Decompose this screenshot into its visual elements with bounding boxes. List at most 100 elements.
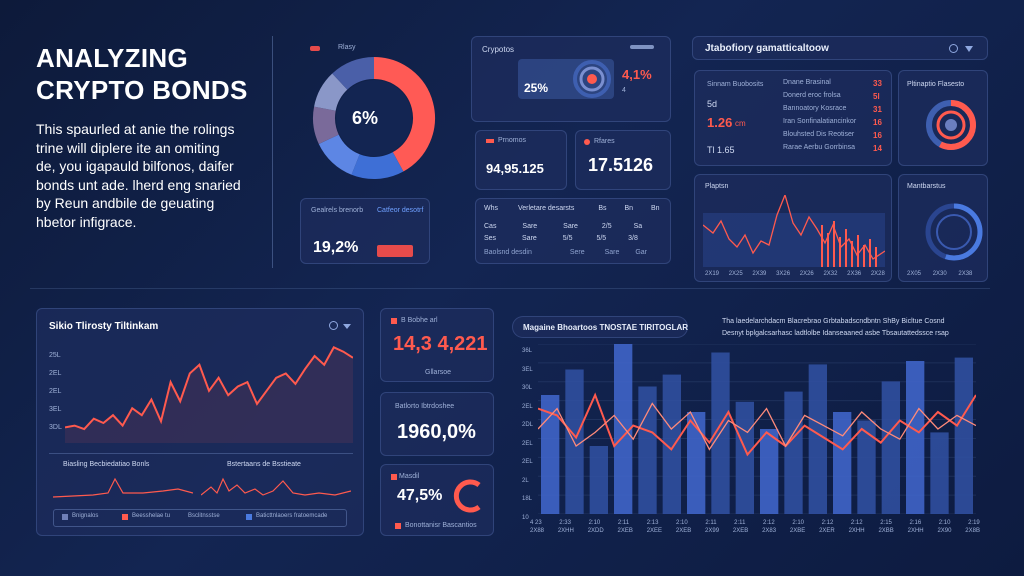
x-tick-label: 2X83 <box>762 528 777 534</box>
ledger-list: Dnane Brasinal Donerd eroc frolsa Bannoa… <box>783 79 856 157</box>
stat-label: B Bobhe arl <box>401 317 438 324</box>
donut-center-value: 6% <box>352 108 379 128</box>
ledger-label: Sinnam Buobosits <box>707 81 764 88</box>
x-tick-label: 2:10 <box>588 520 601 526</box>
legend-label: Rlasy <box>338 44 356 51</box>
bar <box>784 391 803 514</box>
chevron-down-icon[interactable] <box>965 46 973 52</box>
stat-swatch <box>391 318 397 324</box>
bar <box>881 381 900 514</box>
donut-slice <box>332 57 375 90</box>
mini-chart-title: Bstertaans de Bsstieate <box>227 461 301 468</box>
bar <box>614 344 633 514</box>
settings-icon[interactable] <box>949 44 958 53</box>
bar <box>906 361 925 514</box>
series-line <box>65 346 353 431</box>
crypto-value: 4,1% <box>622 67 652 82</box>
list-item: Donerd eroc frolsa <box>783 92 841 99</box>
x-tick-label: 2XHH <box>907 528 924 534</box>
progress-ring <box>453 479 481 513</box>
metric-label: Prnomos <box>498 137 527 144</box>
line-chart-panel: Sikio Tlirosty Tiltinkam 25L 2EL 2EL 3EL… <box>36 308 364 536</box>
x-tick-label: 2:12 <box>850 520 863 526</box>
donut-slice <box>318 134 361 175</box>
x-tick-label: 4 23 <box>530 520 542 526</box>
x-tick-label: 2XEB <box>675 528 692 534</box>
x-tick-label: 2:10 <box>792 520 804 526</box>
ledger-unit: cm <box>735 119 746 128</box>
list-item: Rarae Aerbu Gorrbinsa <box>783 144 855 151</box>
list-value: 16 <box>873 131 882 140</box>
bar <box>638 386 657 514</box>
bar <box>760 429 779 514</box>
gauge-chart <box>925 203 983 261</box>
stat-label: Gealrels brenorb <box>311 207 364 214</box>
x-tick-label: 2XHH <box>848 528 865 534</box>
settings-icon[interactable] <box>329 321 338 330</box>
stat-value: 14,3 4,221 <box>393 333 488 355</box>
panel-indicator <box>630 45 654 49</box>
x-tick-label: 2XDD <box>587 528 604 534</box>
target-icon <box>573 60 611 98</box>
bar <box>735 401 754 514</box>
chart-legend: Bnignalos Beesshelae tu Bsclitnsstse Bat… <box>53 509 347 527</box>
x-tick-label: 2:11 <box>705 520 717 526</box>
bar <box>589 446 608 514</box>
x-tick-label: 2:33 <box>559 520 571 526</box>
bar <box>808 364 827 514</box>
metric-swatch <box>486 139 494 143</box>
x-tick-label: 2:10 <box>938 520 951 526</box>
stat-card: Masdil 47,5% Bonottanisr Bascantios <box>380 464 494 536</box>
x-axis: 4 23 2:33 2:10 2:11 2:13 2:10 2:11 2:11 2:12 2:10… <box>530 520 980 534</box>
bar-line-chart <box>538 344 976 514</box>
x-tick-label: 2:11 <box>734 520 746 526</box>
series-area <box>65 347 353 443</box>
bar <box>833 412 852 514</box>
mini-donut-panel: Pltinaptio Flasesto <box>898 70 988 166</box>
donut-widget: Rlasy 6% <box>300 40 450 190</box>
legend-swatch <box>310 46 320 51</box>
x-tick-label: 2XER <box>819 528 835 534</box>
x-tick-label: 2:19 <box>968 520 980 526</box>
x-axis: 2X05 2X30 2X38 <box>907 271 973 277</box>
chart-title-bar: Magaine Bhoartoos TNOSTAE TIRITOGLAR <box>512 316 688 338</box>
hero-description: This spaurled at anie the rolings trine … <box>36 121 241 230</box>
x-tick-label: 2:12 <box>821 520 834 526</box>
x-axis: 2X19 2X25 2X39 3X26 2X26 2X32 2X36 2X28 <box>705 271 885 277</box>
y-axis: 36L 3EL 30L 2EL 2DL 2EL 2EL 2L 18L 10 <box>522 348 534 521</box>
data-table: Whs Verletare desarsts Bs Bn Bn Cas Sare… <box>475 198 671 264</box>
x-tick-label: 2:11 <box>617 520 630 526</box>
legend-label: Beesshelae tu <box>132 513 171 519</box>
ledger-footer: Tl 1.65 <box>707 145 735 155</box>
stat-sub: Gllarsoe <box>425 369 452 376</box>
stat-swatch <box>395 523 401 529</box>
x-tick-label: 2X90 <box>937 528 952 534</box>
stat-label: Masdil <box>399 473 420 480</box>
x-tick-label: 2:15 <box>880 520 892 526</box>
ledger-panel: Sinnam Buobosits 5d 1.26 cm Tl 1.65 Dnan… <box>694 70 892 166</box>
bar <box>930 432 949 514</box>
mini-chart-title: Biasling Becbiedatiao Bonls <box>63 461 150 468</box>
x-tick-label: 2XBB <box>878 528 894 534</box>
crypto-value: 25% <box>524 81 549 95</box>
crypto-chip <box>518 59 614 99</box>
list-item: Bannoatory Kosrace <box>783 105 847 112</box>
chart-subtitle: Tha laedelarchdacm Blacrebrao Grbtabadsc… <box>722 318 945 325</box>
list-item: Dnane Brasinal <box>783 79 831 86</box>
chart-title: Magaine Bhoartoos TNOSTAE TIRITOGLAR <box>523 323 689 332</box>
stat-value: 19,2% <box>313 239 359 256</box>
x-tick-label: 2XBE <box>789 528 806 534</box>
list-value: 33 <box>873 79 882 88</box>
y-axis: 25L 2EL 2EL 3EL 3DL <box>49 352 62 431</box>
stat-sub: Bonottanisr Bascantios <box>405 522 477 529</box>
bar <box>857 420 876 514</box>
chart-subtitle: Desnyt bplgalcsarhasc ladtlolbe Idanseaa… <box>722 330 949 337</box>
x-tick-label: 2:10 <box>676 520 688 526</box>
panel-title: Mantbarstus <box>907 183 946 190</box>
series-line <box>538 402 976 451</box>
donut-slice <box>313 106 339 144</box>
chevron-down-icon[interactable] <box>343 324 351 329</box>
line-panel: Plaptsn 2X19 2X25 2X39 3X26 2X26 2X32 2X… <box>694 174 892 282</box>
action-button[interactable] <box>377 245 413 257</box>
metric-label: Rfares <box>594 138 615 145</box>
